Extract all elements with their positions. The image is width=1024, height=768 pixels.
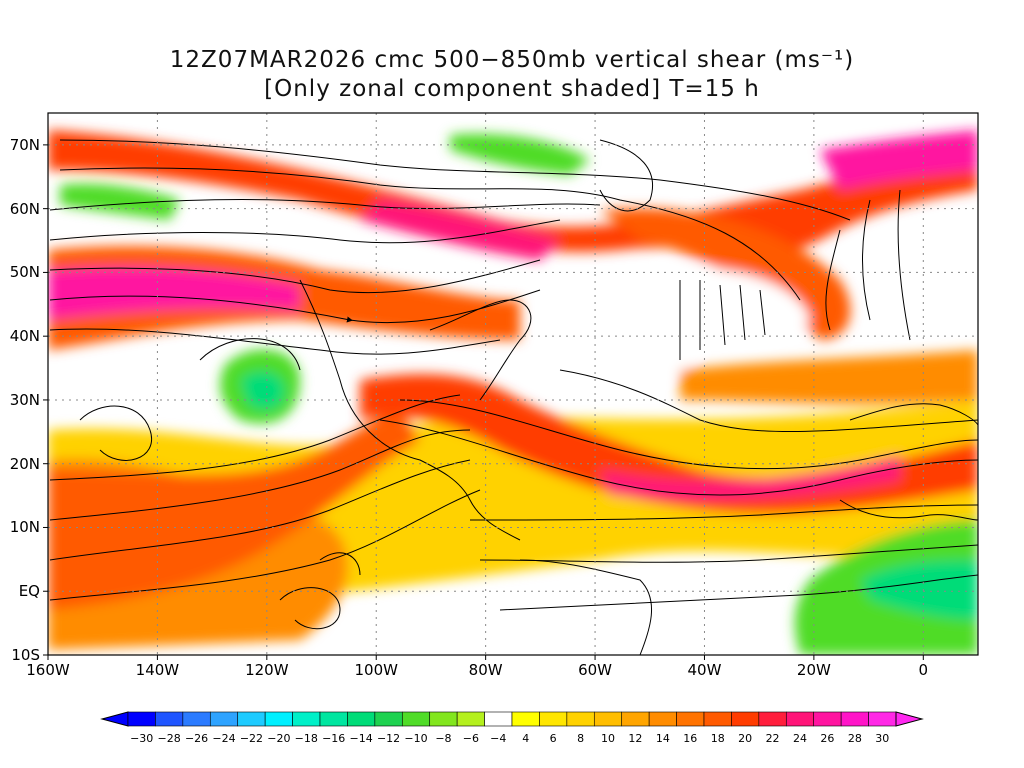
colorbar-label: −30	[130, 732, 154, 745]
colorbar-label: 20	[738, 732, 753, 745]
colorbar-swatch	[292, 711, 321, 727]
colorbar-under-arrow	[100, 711, 129, 727]
colorbar-label: 28	[847, 732, 862, 745]
colorbar-swatch	[840, 711, 869, 727]
lon-label: 20W	[796, 661, 831, 679]
colorbar-label: 12	[628, 732, 643, 745]
colorbar-swatch	[484, 711, 513, 727]
lon-label: 80W	[468, 661, 503, 679]
colorbar-swatch	[182, 711, 211, 727]
lon-label: 40W	[687, 661, 722, 679]
colorbar-swatch	[237, 711, 266, 727]
colorbar-swatch	[511, 711, 540, 727]
colorbar-swatch	[209, 711, 239, 727]
colorbar-swatch	[155, 711, 184, 727]
colorbar-label: 8	[577, 732, 585, 745]
colorbar-label: −22	[239, 732, 264, 745]
map-subtitle: [Only zonal component shaded] T=15 h	[264, 76, 760, 102]
colorbar-label: 4	[522, 732, 530, 745]
lat-label: 10N	[9, 518, 40, 537]
lon-label: 60W	[578, 661, 613, 679]
colorbar-swatch	[868, 711, 897, 727]
colorbar-label: −28	[157, 732, 181, 745]
colorbar-label: 14	[655, 732, 670, 745]
colorbar-swatch	[621, 711, 650, 727]
colorbar-label: 24	[793, 732, 807, 745]
map-frame	[47, 112, 979, 656]
colorbar-label: −20	[267, 732, 291, 745]
colorbar-swatch	[676, 711, 705, 727]
colorbar-label: −16	[322, 732, 346, 745]
colorbar-swatch	[401, 711, 431, 727]
colorbar-swatch	[758, 711, 787, 727]
colorbar-swatch	[429, 711, 458, 727]
colorbar-label: −10	[404, 732, 428, 745]
colorbar-swatch	[566, 711, 595, 727]
shear-shading	[48, 113, 978, 655]
colorbar-swatch	[813, 711, 842, 727]
coastlines	[299, 139, 978, 655]
colorbar-label: −14	[349, 732, 373, 745]
lon-label: 160W	[26, 661, 70, 679]
lat-label: EQ	[18, 582, 40, 601]
colorbar-swatch	[127, 711, 156, 727]
colorbar-label: 22	[765, 732, 780, 745]
colorbar-swatch	[593, 711, 623, 727]
lon-label: 0	[918, 661, 929, 679]
lat-label: 10S	[11, 646, 40, 664]
colorbar-label: 16	[683, 732, 698, 745]
axis-ticks	[43, 144, 924, 660]
colorbar-label: 30	[875, 732, 890, 745]
lat-label: 50N	[9, 263, 40, 282]
colorbar-label: −18	[294, 732, 318, 745]
lat-label: 30N	[9, 390, 40, 409]
colorbar-swatch	[648, 711, 677, 727]
lat-label: 60N	[9, 199, 40, 218]
colorbar-label: −26	[184, 732, 209, 745]
colorbar-swatch	[319, 711, 348, 727]
colorbar-swatch	[731, 711, 760, 727]
lat-label: 20N	[9, 454, 40, 473]
colorbar	[100, 711, 924, 727]
colorbar-label: 10	[601, 732, 615, 745]
lat-label: 70N	[9, 135, 40, 154]
colorbar-label: −4	[490, 732, 507, 745]
colorbar-label: −12	[376, 732, 401, 745]
colorbar-swatch	[374, 711, 403, 727]
lat-label: 40N	[9, 327, 40, 346]
lon-label: 100W	[354, 661, 398, 679]
colorbar-label: 6	[549, 732, 557, 745]
colorbar-swatch	[456, 711, 485, 727]
colorbar-swatch	[785, 711, 815, 727]
colorbar-label: −8	[435, 732, 452, 745]
colorbar-label: −24	[212, 732, 236, 745]
colorbar-label: 18	[710, 732, 725, 745]
colorbar-label: 26	[820, 732, 835, 745]
map-title: 12Z07MAR2026 cmc 500−850mb vertical shea…	[169, 47, 855, 73]
lon-label: 140W	[135, 661, 180, 679]
colorbar-swatch	[539, 711, 568, 727]
colorbar-label: −6	[462, 732, 479, 745]
colorbar-swatch	[264, 711, 293, 727]
streamlines	[49, 139, 978, 630]
colorbar-swatch	[703, 711, 732, 727]
lon-label: 120W	[245, 661, 289, 679]
colorbar-swatch	[347, 711, 376, 727]
colorbar-over-arrow	[895, 711, 924, 727]
